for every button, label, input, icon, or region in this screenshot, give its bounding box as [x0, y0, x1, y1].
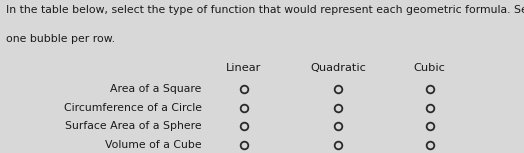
- Text: Linear: Linear: [226, 63, 261, 73]
- Text: Area of a Square: Area of a Square: [111, 84, 202, 94]
- Text: Circumference of a Circle: Circumference of a Circle: [64, 103, 202, 113]
- Text: Surface Area of a Sphere: Surface Area of a Sphere: [65, 121, 202, 131]
- Text: Quadratic: Quadratic: [310, 63, 366, 73]
- Text: one bubble per row.: one bubble per row.: [6, 34, 115, 44]
- Text: Cubic: Cubic: [414, 63, 445, 73]
- Text: Volume of a Cube: Volume of a Cube: [105, 140, 202, 150]
- Text: In the table below, select the type of function that would represent each geomet: In the table below, select the type of f…: [6, 5, 524, 15]
